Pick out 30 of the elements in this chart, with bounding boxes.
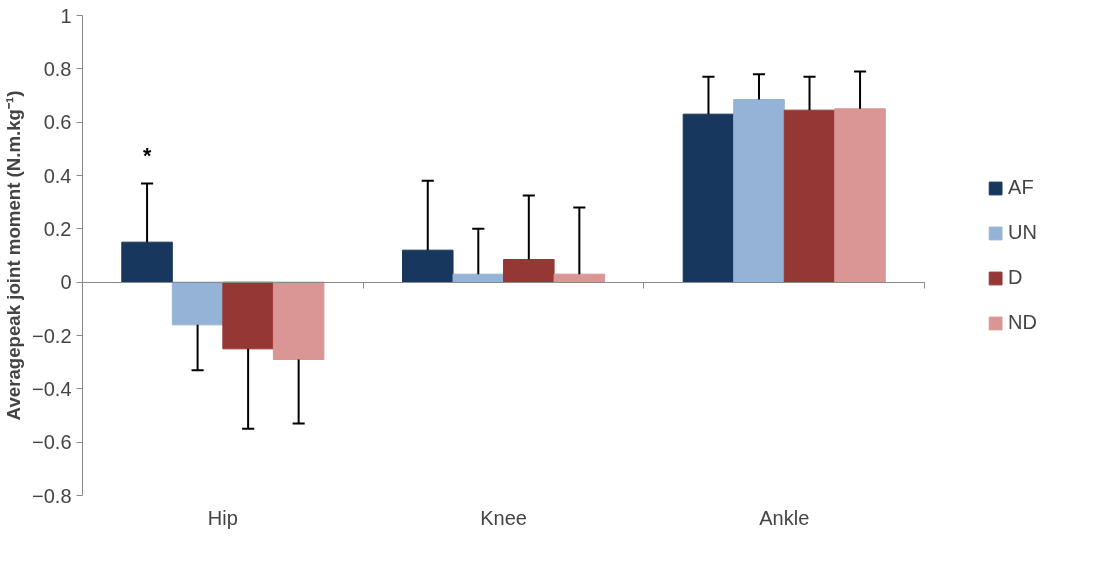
x-tick-label: Hip	[207, 506, 238, 529]
y-tick-label: −0.6	[32, 431, 72, 454]
bar	[402, 249, 454, 283]
y-tick-label: 0.8	[43, 57, 72, 80]
bar	[503, 259, 555, 283]
y-tick-label: 0.6	[43, 111, 72, 134]
y-tick-label: −0.4	[32, 377, 72, 400]
y-tick-label: −0.8	[32, 484, 72, 507]
bar	[171, 281, 224, 326]
legend-label: UN	[1008, 221, 1037, 244]
bar	[272, 281, 325, 360]
y-tick-label: −0.2	[32, 324, 72, 347]
y-tick-label: 1	[60, 4, 72, 27]
x-tick-label: Knee	[480, 506, 527, 529]
y-tick-label: 0.4	[43, 164, 72, 187]
y-tick-label: 0.2	[43, 217, 72, 240]
x-tick-label: Ankle	[759, 506, 810, 529]
annotation: *	[142, 143, 152, 168]
legend-label: AF	[1008, 176, 1034, 199]
y-axis-title: Averagepeak joint moment (N.m.kg⁻¹)	[3, 90, 25, 421]
bar	[121, 241, 173, 283]
legend-label: D	[1008, 266, 1024, 289]
bar	[733, 99, 785, 283]
bar	[682, 113, 735, 283]
bar	[553, 273, 606, 283]
bar	[834, 108, 886, 283]
bar	[783, 109, 836, 283]
legend-label: ND	[1008, 311, 1037, 334]
y-tick-label: 0	[60, 271, 72, 294]
bar	[222, 281, 274, 350]
